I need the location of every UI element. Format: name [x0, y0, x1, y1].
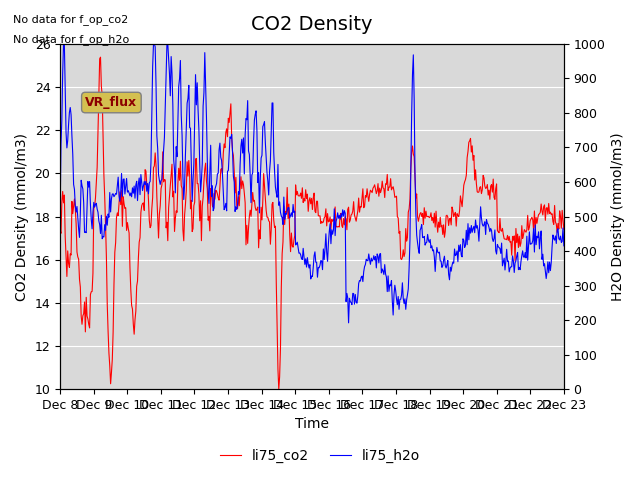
li75_h2o	[147, 179, 154, 184]
li75_co2	[97, 54, 104, 60]
li75_co2	[560, 227, 568, 232]
Title: CO2 Density: CO2 Density	[252, 15, 372, 34]
Text: VR_flux: VR_flux	[85, 96, 138, 109]
Legend: li75_co2, li75_h2o: li75_co2, li75_h2o	[214, 443, 426, 468]
li75_co2	[147, 225, 154, 230]
Text: No data for f_op_h2o: No data for f_op_h2o	[13, 34, 129, 45]
li75_co2	[275, 386, 283, 392]
Line: li75_co2: li75_co2	[60, 57, 564, 389]
li75_h2o	[187, 125, 195, 131]
li75_h2o	[60, 41, 67, 47]
X-axis label: Time: Time	[295, 418, 329, 432]
li75_h2o	[355, 281, 362, 287]
Y-axis label: CO2 Density (mmol/m3): CO2 Density (mmol/m3)	[15, 132, 29, 300]
li75_co2	[355, 195, 362, 201]
li75_h2o	[560, 243, 568, 249]
li75_co2	[394, 215, 402, 221]
Text: No data for f_op_co2: No data for f_op_co2	[13, 14, 128, 25]
Y-axis label: H2O Density (mmol/m3): H2O Density (mmol/m3)	[611, 132, 625, 301]
Line: li75_h2o: li75_h2o	[60, 44, 564, 323]
li75_h2o	[437, 258, 445, 264]
li75_h2o	[345, 320, 353, 326]
li75_co2	[187, 206, 195, 212]
li75_h2o	[285, 205, 292, 211]
li75_co2	[56, 227, 64, 233]
li75_co2	[286, 231, 294, 237]
li75_h2o	[394, 294, 402, 300]
li75_h2o	[56, 207, 64, 213]
li75_co2	[437, 224, 445, 230]
